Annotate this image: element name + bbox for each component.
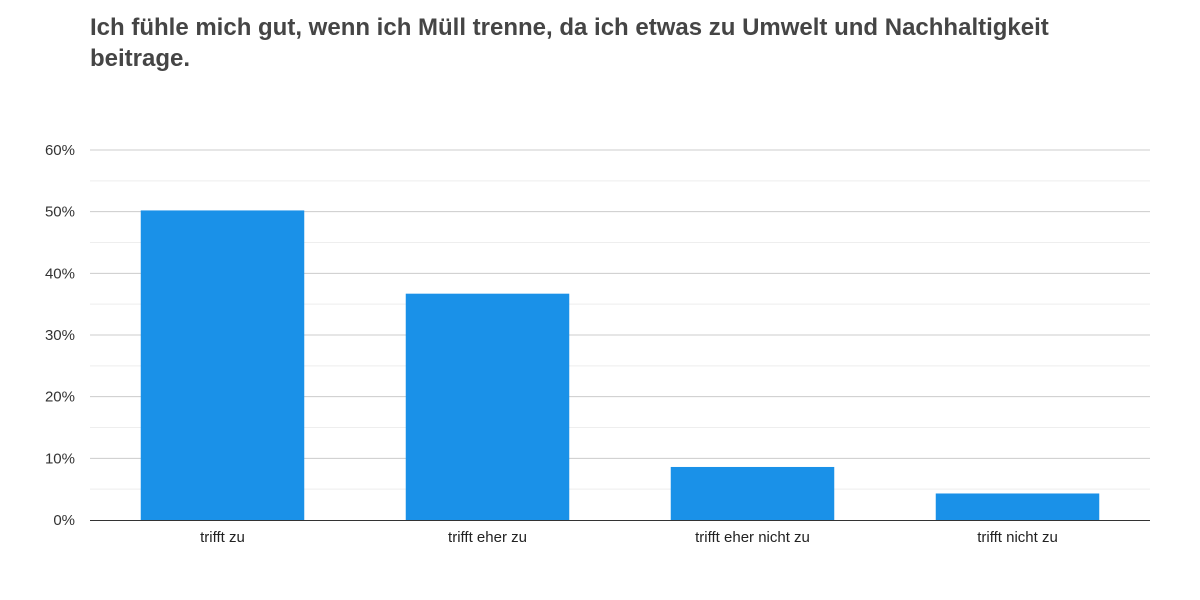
bars [140, 210, 1100, 520]
bar-trifft-eher-zu [405, 293, 570, 520]
x-tick-label: trifft eher nicht zu [695, 529, 810, 546]
y-tick-label: 40% [45, 265, 75, 282]
bar-trifft-nicht-zu [935, 493, 1100, 520]
x-axis-labels: trifft zu trifft eher zu trifft eher nicht… [200, 529, 1058, 546]
chart-title: Ich fühle mich gut, wenn ich Müll trenne… [90, 14, 1049, 72]
y-tick-label: 0% [53, 512, 75, 529]
bar-trifft-eher-nicht-zu [670, 466, 835, 520]
x-tick-label: trifft eher zu [448, 529, 527, 546]
y-tick-label: 30% [45, 327, 75, 344]
x-tick-label: trifft zu [200, 529, 245, 546]
y-tick-label: 50% [45, 204, 75, 221]
x-tick-label: trifft nicht zu [977, 529, 1058, 546]
y-axis-ticks: 0% 10% 20% 30% 40% 50% 60% [45, 142, 75, 529]
y-tick-label: 10% [45, 450, 75, 467]
bar-trifft-zu [140, 210, 305, 520]
y-tick-label: 60% [45, 142, 75, 159]
y-tick-label: 20% [45, 389, 75, 406]
